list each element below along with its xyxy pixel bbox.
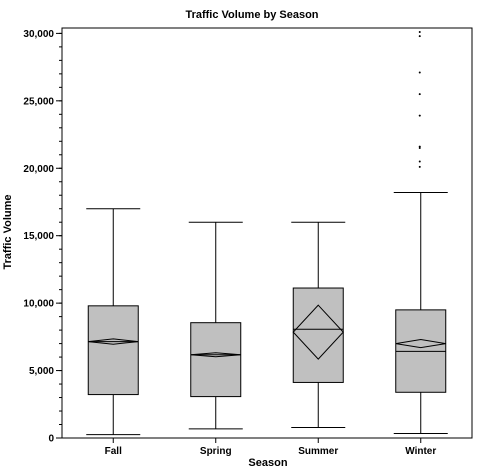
plot-frame [61, 27, 473, 439]
y-tick-label: 10,000 [23, 299, 54, 310]
outlier-point [418, 31, 421, 34]
outlier-point [418, 35, 421, 38]
y-axis-label: Traffic Volume [2, 195, 14, 270]
x-tick-label: Fall [105, 446, 122, 457]
chart-title: Traffic Volume by Season [185, 9, 318, 21]
outlier-point [418, 71, 421, 74]
x-axis-label: Season [248, 457, 287, 469]
x-tick-label: Winter [405, 446, 436, 457]
mean-diamond [292, 304, 344, 360]
y-tick-label: 15,000 [23, 231, 54, 242]
x-tick-label: Summer [298, 446, 338, 457]
y-tick-label: 20,000 [23, 164, 54, 175]
outlier-point [418, 93, 421, 96]
box-iqr [190, 322, 242, 398]
y-tick-label: 5,000 [29, 366, 54, 377]
outlier-point [418, 160, 421, 163]
outlier-point [418, 145, 421, 148]
mean-diamond [395, 339, 446, 349]
outlier-point [418, 165, 421, 168]
mean-diamond [88, 338, 139, 345]
outlier-point [418, 114, 421, 117]
x-tick-label: Spring [200, 446, 232, 457]
y-tick-label: 0 [48, 434, 54, 445]
box-iqr [292, 287, 344, 383]
y-tick-label: 25,000 [23, 96, 54, 107]
box-iqr [87, 305, 139, 396]
plot-area: 0 5,000 10,000 15,000 20,000 25,000 30,000 Fall… [23, 27, 473, 457]
mean-diamond [190, 352, 241, 358]
y-tick-label: 30,000 [23, 29, 54, 40]
